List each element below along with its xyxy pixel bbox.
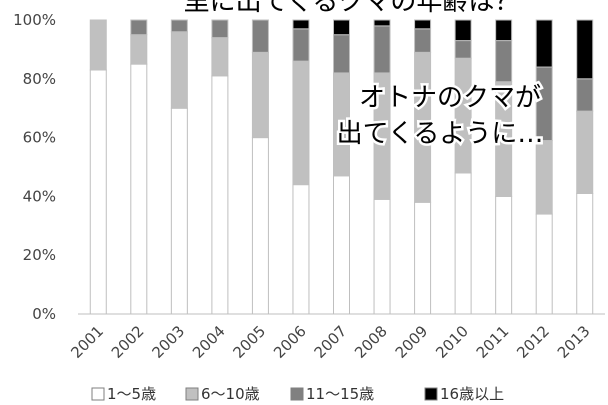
- bar-segment: [251, 51, 269, 139]
- legend-swatch: [185, 387, 199, 401]
- bar-segment: [414, 19, 432, 30]
- x-tick-label: 2012: [513, 322, 553, 362]
- bar-segment: [454, 172, 472, 315]
- bar-segment: [373, 19, 391, 27]
- bar-segment: [414, 201, 432, 315]
- bar-segment: [535, 140, 553, 215]
- x-tick-label: 2011: [473, 322, 513, 362]
- bar-segment: [211, 75, 229, 315]
- bar-segment: [292, 184, 310, 315]
- legend-swatch: [290, 387, 304, 401]
- bar-segment: [535, 213, 553, 315]
- legend-swatch: [91, 387, 105, 401]
- y-tick-label: 60%: [23, 129, 56, 147]
- y-tick-label: 20%: [23, 246, 56, 264]
- legend-label: 1～5歳: [107, 385, 156, 403]
- y-tick-label: 0%: [32, 305, 56, 323]
- x-tick-label: 2004: [189, 322, 229, 362]
- legend-swatch: [424, 387, 438, 401]
- bar-segment: [251, 19, 269, 53]
- bar-segment: [333, 175, 350, 315]
- bar-segment: [170, 31, 188, 109]
- bar-segment: [211, 19, 229, 39]
- x-tick-label: 2002: [108, 322, 148, 362]
- x-tick-label: 2010: [432, 322, 472, 362]
- bar-segment: [333, 19, 350, 36]
- bar-segment: [89, 69, 107, 315]
- x-tick-label: 2008: [351, 322, 391, 362]
- bar-segment: [495, 40, 513, 83]
- legend-label: 11～15歳: [306, 385, 374, 403]
- bar-segment: [130, 63, 148, 315]
- x-tick-label: 2006: [270, 322, 310, 362]
- bar-segment: [251, 137, 269, 315]
- bar-segment: [170, 19, 188, 33]
- axes: 0% 20% 40% 60% 80% 100%: [13, 11, 605, 323]
- bar-segment: [495, 19, 513, 42]
- bar-segment: [89, 19, 107, 71]
- bar-segment: [576, 78, 594, 112]
- legend-label: 16歳以上: [440, 385, 504, 403]
- annotation: オトナのクマが 出てくるように…: [334, 81, 546, 152]
- annotation-line-2: 出てくるように…: [337, 119, 544, 149]
- category-labels: 2001 2002 2003 2004 2005 2006 2007 2008 2009 2010…: [67, 322, 593, 362]
- bar-segment: [130, 34, 148, 65]
- bar-segment: [292, 19, 310, 30]
- legend: 1～5歳 6～10歳 11～15歳 16歳以上: [91, 385, 504, 403]
- bar-segment: [292, 28, 310, 62]
- bar-segment: [576, 192, 594, 315]
- bar-segment: [454, 57, 472, 174]
- bar-segment: [454, 40, 472, 59]
- bar-segment: [414, 28, 432, 53]
- bar-segment: [333, 34, 350, 74]
- x-tick-label: 2013: [554, 322, 594, 362]
- legend-label: 6～10歳: [201, 385, 260, 403]
- chart-title: 里に出てくるクマの年齢は？: [184, 0, 521, 17]
- bar-segment: [373, 198, 391, 315]
- chart-title-text: 里に出てくるクマの年齢は？: [184, 0, 521, 17]
- bar-segment: [495, 195, 513, 315]
- x-tick-label: 2007: [311, 322, 351, 362]
- x-tick-label: 2003: [148, 322, 188, 362]
- bar-segment: [576, 19, 594, 80]
- bar-segment: [373, 25, 391, 74]
- x-tick-label: 2009: [392, 322, 432, 362]
- y-tick-label: 80%: [23, 70, 56, 88]
- bar-segment: [130, 19, 148, 36]
- x-tick-label: 2005: [230, 322, 270, 362]
- y-tick-label: 40%: [23, 187, 56, 205]
- y-tick-label: 100%: [13, 11, 56, 29]
- bars: [89, 19, 594, 315]
- bar-segment: [292, 60, 310, 186]
- bar-segment: [170, 107, 188, 315]
- bar-segment: [211, 37, 229, 77]
- bar-segment: [535, 19, 553, 68]
- annotation-line-1: オトナのクマが: [359, 83, 541, 113]
- bar-segment: [454, 19, 472, 42]
- x-tick-label: 2001: [67, 322, 107, 362]
- bar-segment: [576, 110, 594, 194]
